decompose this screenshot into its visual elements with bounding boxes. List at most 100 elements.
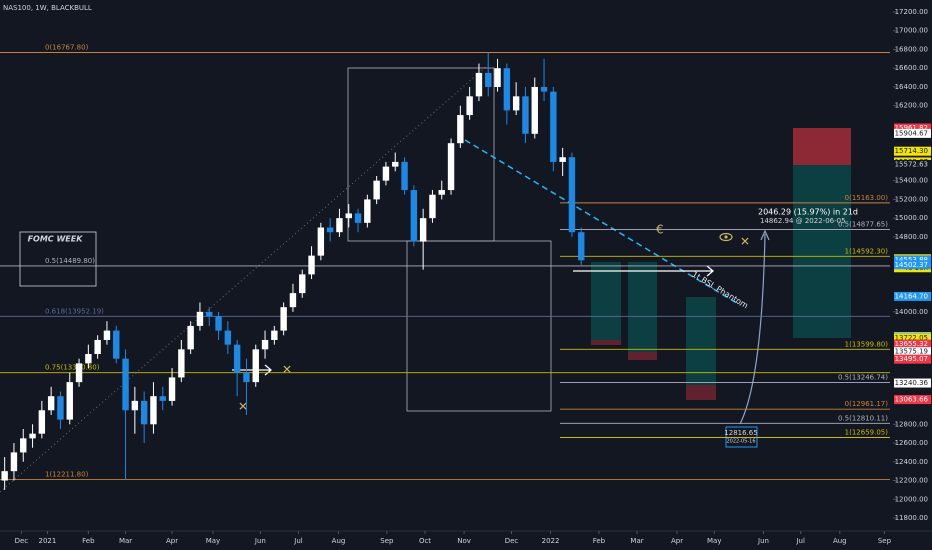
x-tick-label: Aug [833, 537, 847, 545]
candle-body [578, 232, 585, 261]
candle-body [373, 180, 380, 200]
candle-body [252, 349, 259, 383]
x-mark: ✕ [282, 363, 292, 377]
level-label: 0.5(12810.11) [838, 414, 888, 422]
candle-body [438, 190, 445, 195]
x-tick-label: Jun [254, 537, 266, 545]
candle-body [531, 86, 538, 134]
x-tick-label: Dec [505, 537, 519, 545]
x-tick-label: 2021 [39, 537, 57, 545]
candle-body [261, 339, 269, 350]
candle-body [522, 96, 529, 134]
level-label: 0(16767.80) [45, 43, 89, 51]
start-date: 2022-05-16 [726, 439, 755, 445]
candle-body [159, 396, 166, 401]
eye-icon [719, 232, 733, 242]
price-tag [894, 146, 931, 156]
y-tick-label: 12200.00 [895, 477, 928, 485]
level-label: 1(13599.80) [845, 340, 889, 348]
candle-body [57, 396, 64, 420]
level-label: 0.5(14489.80) [45, 257, 95, 265]
x-tick-label: Nov [457, 537, 471, 545]
measure-sub: 14862.94 @ 2022-06-05 [760, 217, 846, 225]
y-tick-label: 12400.00 [895, 458, 928, 466]
price-tag-label: 13495.07 [895, 355, 928, 363]
price-tag-label: 15904.67 [895, 129, 928, 137]
level-label: 1(12659.05) [845, 429, 889, 437]
candle-body [20, 438, 27, 453]
x-tick-label: May [206, 537, 220, 545]
price-tag-label: 15961.82 [895, 124, 928, 132]
candle-body [429, 194, 436, 219]
candle-body [187, 325, 194, 350]
price-tag [894, 255, 931, 265]
candle-body [317, 227, 325, 256]
price-tag-label: 14164.70 [895, 292, 928, 300]
x-tick-label: Sep [380, 537, 394, 545]
x-tick-label: 2022 [542, 537, 560, 545]
arrow-head [760, 229, 770, 241]
loss-zone [793, 128, 851, 165]
candle-body [206, 311, 213, 317]
candle-body [401, 161, 408, 191]
price-tag-label: 13063.66 [895, 396, 929, 404]
price-tag-label: 15572.63 [895, 160, 928, 168]
profit-zone [793, 165, 851, 338]
y-tick-label: 12000.00 [895, 495, 928, 503]
candle-body [466, 96, 473, 116]
candle-body [568, 157, 576, 233]
profit-zone [591, 262, 621, 340]
price-tag [894, 395, 931, 405]
price-tag [894, 123, 931, 133]
candle-body [66, 382, 73, 420]
level-label: 0.5(14877.65) [838, 221, 888, 229]
y-tick-label: 12600.00 [895, 439, 928, 447]
price-tag [894, 159, 931, 169]
candle-body [280, 307, 287, 331]
candle-body [178, 349, 185, 378]
candle-body [140, 400, 148, 425]
candle-body [10, 452, 18, 472]
x-tick-label: Mar [630, 537, 643, 545]
price-tag [894, 354, 931, 364]
candle-body [457, 115, 464, 144]
eye-pupil [724, 235, 728, 239]
candle-body [485, 72, 492, 87]
dashed-trendline [464, 139, 741, 306]
price-tag-label: 13722.05 [895, 334, 928, 342]
x-tick-label: Sep [878, 537, 892, 545]
measure-label: 2046.29 (15.97%) in 21d [758, 208, 858, 217]
x-tick-label: Oct [419, 537, 431, 545]
level-label: 1(12211.80) [45, 470, 89, 478]
x-tick-label: Dec [15, 537, 29, 545]
candle-body [131, 400, 139, 411]
y-tick-label: 15400.00 [895, 177, 928, 185]
price-tag [894, 128, 931, 138]
price-tag-label: 13575.19 [895, 348, 928, 356]
price-tag-label: 14502.37 [895, 261, 928, 269]
x-tick-label: Aug [332, 537, 346, 545]
profit-zone [686, 297, 716, 385]
x-tick-label: May [707, 537, 721, 545]
candle-body [419, 218, 427, 242]
y-tick-label: 12800.00 [895, 420, 928, 428]
candle-body [122, 358, 129, 411]
candle-body [559, 157, 566, 162]
position-boxes [591, 128, 851, 400]
x-mark: ✕ [238, 400, 248, 414]
candle-body [150, 396, 157, 425]
price-tag [894, 339, 931, 349]
start-price: 12816.65 [724, 429, 757, 437]
start-box [725, 426, 758, 448]
candle-body [29, 433, 36, 439]
candle-body [503, 68, 511, 111]
candle-body [550, 91, 557, 162]
y-tick-label: 15200.00 [895, 195, 928, 203]
candle-body [168, 377, 176, 401]
candle-body [410, 190, 418, 242]
arrow [573, 265, 715, 277]
x-tick-label: Apr [166, 537, 178, 545]
candle-body [512, 96, 520, 111]
y-tick-label: 17200.00 [895, 8, 928, 16]
